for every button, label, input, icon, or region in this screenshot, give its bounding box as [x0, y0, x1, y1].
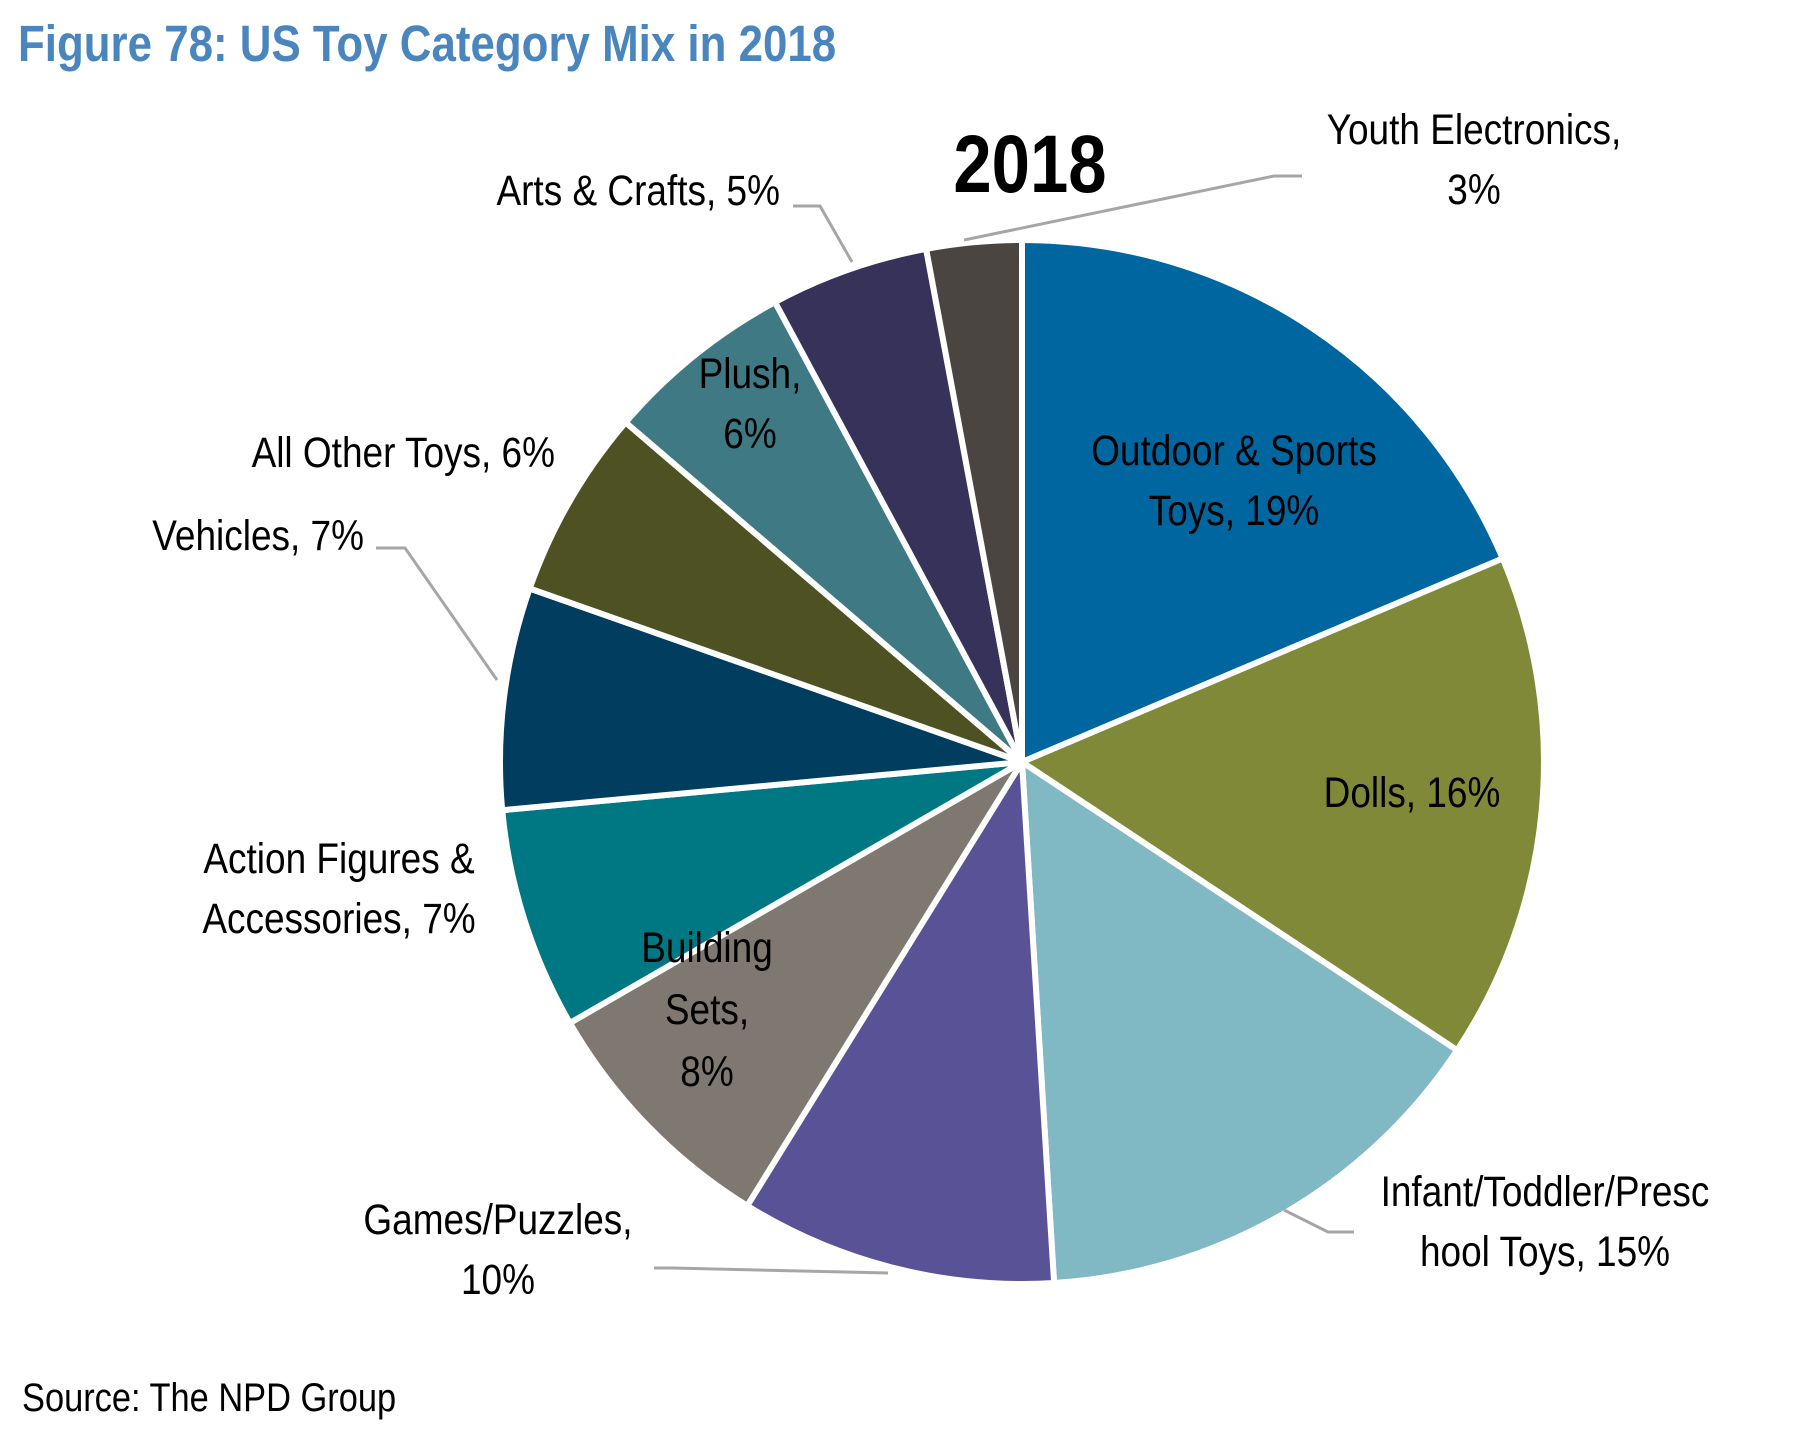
- slice-label-youth-electronics: Youth Electronics,: [1327, 106, 1622, 153]
- slice-label-infant-toddler-preschool-toys: Infant/Toddler/Presc: [1381, 1168, 1710, 1215]
- pie-slice-outdoor-sports-toys: [1019, 237, 1506, 765]
- pie-slice-games-puzzles: [744, 759, 1058, 1287]
- slice-label-plush: Plush,: [699, 350, 802, 397]
- slice-label-games-puzzles: Games/Puzzles,: [363, 1196, 632, 1243]
- leader-lines: [376, 174, 1354, 1275]
- slice-label-building-sets: Sets,: [665, 986, 749, 1033]
- pie-slice-building-sets: [566, 759, 1025, 1209]
- slice-label-action-figures-accessories: Accessories, 7%: [202, 895, 475, 942]
- slice-label-building-sets: 8%: [680, 1048, 733, 1095]
- pie-slice-dolls: [1019, 555, 1547, 1054]
- pie-slice-arts-crafts: [772, 245, 1025, 765]
- leader-line-games-puzzles: [654, 1266, 889, 1275]
- slice-label-infant-toddler-preschool-toys: hool Toys, 15%: [1420, 1228, 1670, 1275]
- pie-slices: [497, 237, 1547, 1287]
- leader-line-youth-electronics: [963, 174, 1302, 242]
- pie-slice-infant-toddler-preschool-toys: [1019, 759, 1461, 1286]
- slice-labels: Outdoor & Sports Toys, 19% Dolls, 16% Infan…: [152, 106, 1709, 1303]
- slice-label-plush: 6%: [723, 410, 776, 457]
- slice-label-arts-crafts: Arts & Crafts, 5%: [496, 167, 780, 214]
- pie-slice-plush: [622, 299, 1025, 765]
- slice-label-youth-electronics: 3%: [1447, 166, 1500, 213]
- slice-label-action-figures-accessories: Action Figures &: [203, 835, 474, 882]
- figure-title: Figure 78: US Toy Category Mix in 2018: [18, 15, 837, 72]
- source-note: Source: The NPD Group: [22, 1376, 397, 1420]
- chart-title: 2018: [953, 118, 1106, 210]
- leader-line-infant-toddler-preschool-toys: [1283, 1208, 1354, 1234]
- pie-slice-all-other-toys: [526, 419, 1025, 765]
- slice-label-vehicles: Vehicles, 7%: [152, 512, 364, 559]
- slice-label-all-other-toys: All Other Toys, 6%: [252, 429, 555, 476]
- pie-slice-vehicles: [497, 585, 1025, 814]
- pie-slice-action-figures-accessories: [499, 759, 1025, 1026]
- slice-label-outdoor-sports-toys: Outdoor & Sports: [1091, 427, 1377, 474]
- slice-label-games-puzzles: 10%: [461, 1256, 535, 1303]
- slice-label-dolls: Dolls, 16%: [1324, 769, 1501, 816]
- pie-slice-youth-electronics: [923, 237, 1025, 765]
- leader-line-vehicles: [376, 546, 499, 681]
- slice-label-building-sets: Building: [641, 924, 773, 971]
- leader-line-arts-crafts: [793, 204, 854, 263]
- slice-label-outdoor-sports-toys: Toys, 19%: [1149, 487, 1320, 534]
